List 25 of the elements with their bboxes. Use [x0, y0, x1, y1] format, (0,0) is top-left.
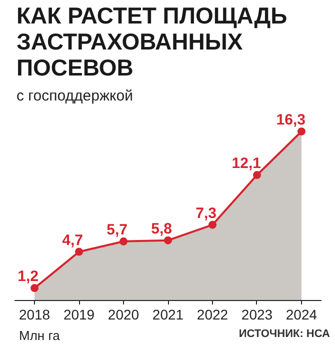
point — [297, 127, 306, 136]
data-label: 16,3 — [276, 111, 306, 128]
point — [164, 236, 172, 244]
point — [30, 284, 39, 292]
x-tick-label: 2024 — [286, 306, 318, 322]
x-axis-title: Млн га — [19, 327, 60, 345]
data-label: 1,2 — [18, 268, 39, 286]
chart-title: КАК РАСТЕТ ПЛОЩАДЬ ЗАСТРАХОВАННЫХ ПОСЕВОВ — [16, 2, 288, 80]
data-label: 12,1 — [232, 155, 261, 172]
chart-subtitle: с господдержкой — [16, 88, 133, 104]
x-tick-label: 2020 — [108, 306, 140, 322]
x-tick-label: 2018 — [18, 306, 50, 322]
x-tick-label: 2022 — [196, 306, 228, 322]
point — [252, 171, 261, 180]
x-tick-label: 2019 — [63, 306, 95, 322]
data-label: 5,7 — [106, 221, 128, 238]
x-tick-label: 2021 — [152, 306, 184, 322]
point — [208, 220, 216, 229]
data-label: 5,8 — [151, 220, 172, 238]
x-tick-label: 2023 — [241, 306, 273, 322]
point — [75, 248, 84, 256]
point — [120, 237, 128, 246]
data-label: 4,7 — [62, 232, 84, 249]
text: ИСТОЧНИК: НСА — [238, 327, 330, 342]
data-label: 7,3 — [196, 204, 216, 222]
